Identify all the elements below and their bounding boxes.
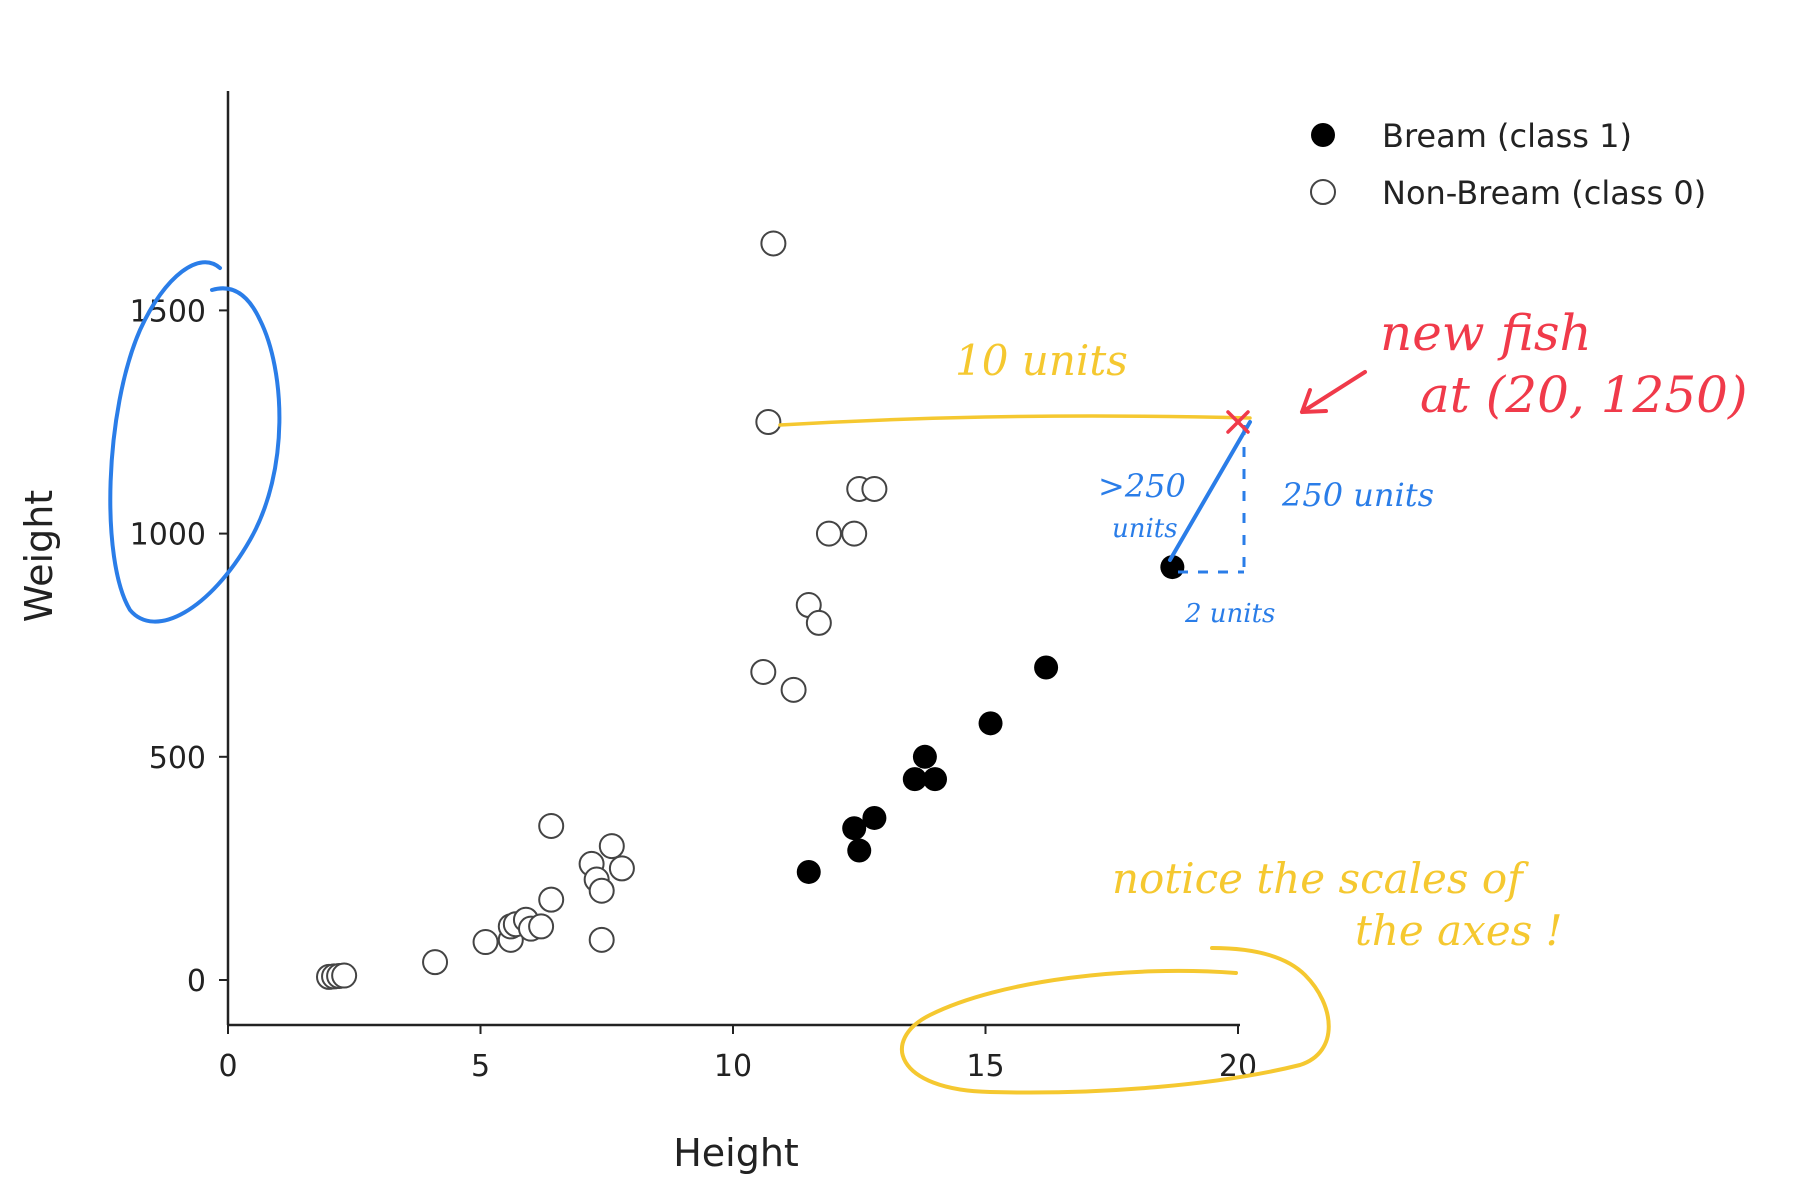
bream-point: [902, 767, 927, 792]
non-bream-point: [750, 658, 777, 685]
x-axis-scale-loop: [900, 946, 1331, 1095]
non-bream-point: [538, 886, 565, 913]
legend-marker-non-bream: [1310, 179, 1336, 205]
legend-marker-bream: [1311, 123, 1335, 147]
vertical-distance-label: 250 units: [1281, 476, 1434, 514]
non-bream-point: [422, 949, 449, 976]
non-bream-point: [815, 520, 842, 547]
y-tick-label: 500: [149, 741, 206, 776]
bream-point: [796, 859, 821, 884]
annotations: new fish at (20, 1250) 10 units >250 uni…: [108, 260, 1747, 1095]
x-axis-ticks: 0 5 10 15 20: [218, 1025, 1257, 1084]
bream-point: [978, 711, 1003, 736]
legend-label-bream: Bream (class 1): [1382, 117, 1632, 155]
non-bream-point: [528, 913, 555, 940]
x-tick-label: 10: [714, 1049, 752, 1084]
non-bream-point: [780, 676, 807, 703]
scale-note-line-1: notice the scales of: [1112, 854, 1529, 903]
axes: [226, 91, 1240, 1027]
new-fish-x-stroke: [1226, 410, 1250, 434]
y-axis-scale-loop: [108, 260, 282, 624]
non-bream-point: [841, 520, 868, 547]
bream-point: [862, 805, 887, 830]
non-bream-point: [598, 833, 625, 860]
non-bream-point: [861, 475, 888, 502]
data-points: [316, 230, 1185, 990]
horizontal-distance-label: 10 units: [955, 336, 1128, 385]
new-fish-label: new fish: [1380, 304, 1592, 362]
non-bream-point: [760, 230, 787, 257]
diagonal-distance-line: [1168, 420, 1252, 562]
new-fish-marker: [1226, 410, 1250, 434]
diagonal-distance-label-1: >250: [1098, 467, 1186, 505]
bream-point: [842, 816, 867, 841]
y-tick-label: 1000: [130, 518, 206, 553]
diagonal-distance-label-2: units: [1112, 514, 1178, 544]
non-bream-point: [755, 409, 782, 435]
non-bream-point: [588, 926, 615, 953]
x-axis-title: Height: [673, 1131, 799, 1175]
y-tick-label: 0: [187, 964, 206, 999]
non-bream-point: [472, 929, 499, 956]
new-fish-coordinates: at (20, 1250): [1420, 366, 1747, 424]
x-tick-label: 5: [471, 1049, 490, 1084]
horizontal-distance-line: [778, 414, 1252, 427]
bream-point: [1034, 655, 1059, 680]
non-bream-point: [608, 855, 635, 882]
legend-label-non-bream: Non-Bream (class 0): [1382, 174, 1706, 212]
x-tick-label: 15: [966, 1049, 1004, 1084]
non-bream-point: [331, 962, 358, 989]
bream-point: [847, 838, 872, 863]
non-bream-point: [588, 877, 615, 904]
y-axis-title: Weight: [17, 490, 61, 622]
bream-point: [912, 744, 937, 769]
non-bream-point: [805, 609, 832, 636]
small-distance-label: 2 units: [1184, 599, 1275, 629]
new-fish-arrow: [1300, 370, 1367, 414]
bream-point: [923, 767, 947, 792]
scale-note-line-2: the axes !: [1355, 906, 1563, 955]
non-bream-point: [538, 812, 565, 839]
legend: Bream (class 1) Non-Bream (class 0): [1310, 117, 1706, 212]
x-tick-label: 0: [218, 1049, 237, 1084]
